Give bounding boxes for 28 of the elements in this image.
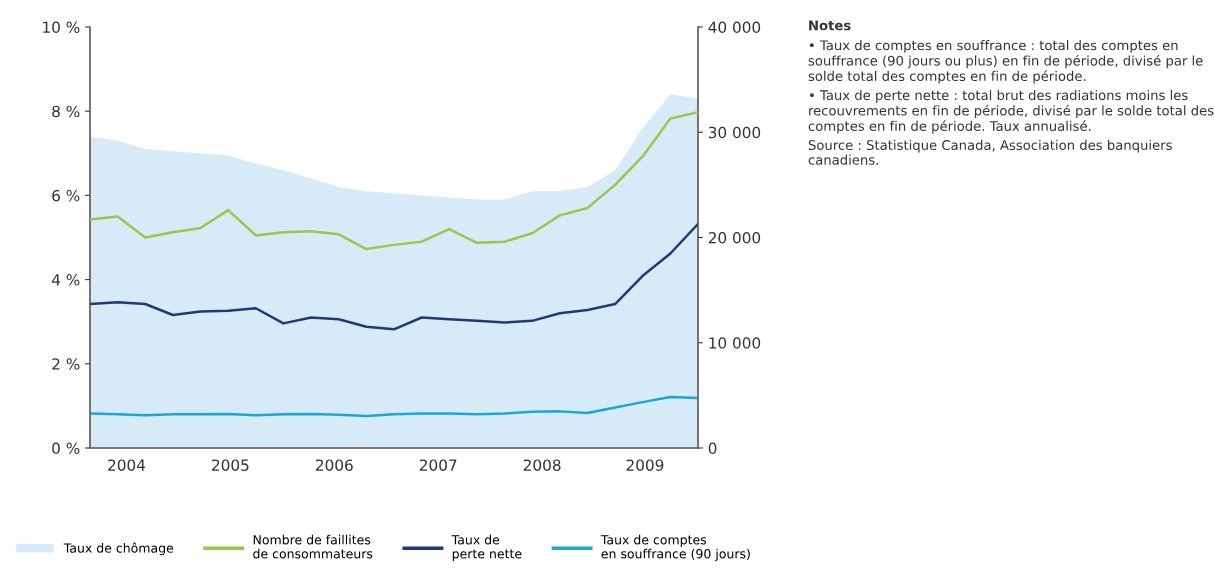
y-tick-label: 10 % — [43, 21, 80, 34]
text: Notes — [809, 20, 851, 31]
x-tick-label: 2008 — [523, 459, 561, 471]
legend-label: Taux de comptes en souffrance (90 jours) — [600, 534, 750, 561]
legend-label: Taux de perte nette — [451, 534, 522, 561]
legend-label: Taux de chômage — [63, 542, 174, 556]
text: • Taux de comptes en souffrance : total des comptes en souffrance (90 jours ou plus) en fin de période, divisé par le solde total des comptes en fin de période. — [808, 40, 1203, 84]
text: • Taux de perte nette : total brut des radiations moins les recouvrements en fin de période, divisé par le solde total des comptes en fin de période. Taux annualisé. — [808, 89, 1214, 134]
y-tick-label: 0 % — [52, 442, 80, 455]
y2-tick-label: 20 000 — [708, 231, 761, 244]
y2-tick-label: 30 000 — [708, 126, 761, 139]
y2-tick-label: 0 — [708, 442, 717, 455]
line-series — [90, 111, 698, 251]
y2-tick-label: 40 000 — [708, 21, 761, 34]
y2-tick-label: 10 000 — [709, 337, 761, 349]
y-tick-label: 2 % — [52, 358, 80, 370]
y-tick-label: 8 % — [52, 105, 80, 118]
y-tick-label: 6 % — [52, 189, 80, 202]
x-tick-label: 2006 — [315, 459, 353, 471]
x-tick-label: 2009 — [626, 459, 664, 471]
x-tick-label: 2005 — [212, 459, 249, 471]
line-series — [90, 395, 698, 418]
line-series — [90, 222, 698, 331]
legend-label: Nombre de faillites de consommateurs — [253, 534, 373, 559]
y-tick-label: 4 % — [51, 274, 80, 286]
x-tick-label: 2004 — [108, 459, 146, 471]
source-note: Source : Statistique Canada, Association des banquiers canadiens. — [808, 139, 1172, 165]
x-tick-label: 2007 — [419, 459, 457, 471]
